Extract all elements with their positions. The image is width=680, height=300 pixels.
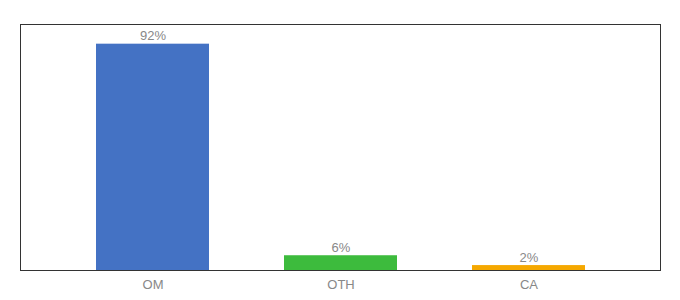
svg-text:92%: 92%: [140, 28, 166, 43]
svg-text:CA: CA: [520, 277, 538, 292]
svg-text:2%: 2%: [520, 250, 539, 265]
svg-text:OM: OM: [143, 277, 164, 292]
svg-text:6%: 6%: [332, 240, 351, 255]
svg-text:OTH: OTH: [327, 277, 354, 292]
